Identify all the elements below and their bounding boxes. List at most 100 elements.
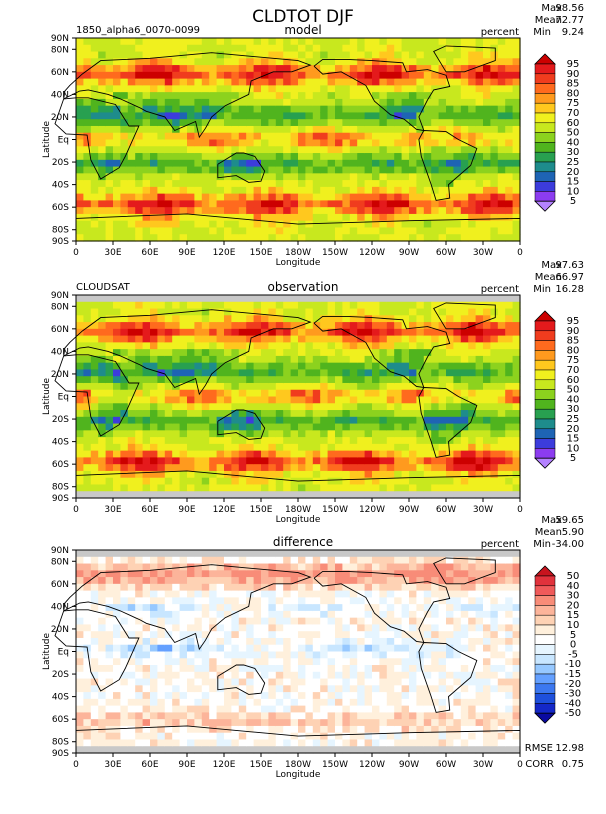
field-cell (194, 166, 203, 174)
field-cell (120, 51, 129, 59)
field-cell (268, 146, 277, 154)
field-cell (98, 153, 107, 161)
field-cell (179, 146, 188, 154)
field-cell (238, 590, 247, 598)
field-cell (401, 139, 410, 147)
field-cell (475, 349, 484, 357)
field-cell (187, 631, 195, 639)
field-cell (283, 335, 292, 343)
field-cell (187, 705, 195, 713)
field-cell (224, 51, 232, 59)
field-cell (298, 389, 306, 398)
field-cell (453, 335, 462, 343)
field-cell (298, 207, 306, 215)
field-cell (349, 220, 358, 229)
field-cell (261, 491, 269, 499)
field-cell (238, 301, 247, 310)
field-cell (142, 227, 151, 235)
field-cell (157, 678, 166, 686)
field-cell (127, 732, 136, 741)
x-axis-label: Longitude (276, 258, 321, 268)
field-cell (105, 470, 114, 479)
field-cell (305, 396, 314, 404)
field-cell (283, 146, 292, 154)
field-cell (261, 213, 269, 222)
colorbar-segment (534, 379, 556, 390)
field-cell (83, 112, 92, 120)
field-cell (394, 44, 403, 53)
field-cell (431, 234, 440, 242)
field-cell (120, 671, 129, 680)
field-cell (468, 112, 477, 120)
field-cell (335, 146, 343, 154)
field-cell (76, 631, 84, 639)
field-cell (76, 355, 84, 364)
field-cell (268, 85, 277, 93)
field-cell (261, 153, 269, 161)
field-cell (475, 396, 484, 404)
field-cell (187, 322, 195, 330)
field-cell (90, 112, 99, 120)
field-cell (298, 423, 306, 431)
field-cell (349, 665, 358, 673)
field-cell (298, 295, 306, 303)
field-cell (497, 200, 506, 208)
field-cell (327, 610, 336, 619)
field-cell (283, 685, 292, 693)
field-cell (164, 739, 173, 747)
field-cell (224, 671, 232, 680)
field-cell (187, 349, 195, 357)
field-cell (364, 173, 373, 181)
field-cell (135, 186, 144, 195)
field-cell (349, 78, 358, 86)
field-cell (194, 685, 203, 693)
field-cell (187, 450, 195, 458)
field-cell (179, 403, 188, 411)
colorbar-label: 25 (567, 157, 580, 168)
field-cell (105, 678, 114, 686)
field-cell (216, 125, 225, 134)
field-cell (357, 369, 366, 377)
field-cell (327, 484, 336, 492)
field-cell (320, 200, 329, 208)
field-cell (386, 186, 395, 195)
field-cell (113, 624, 121, 632)
field-cell (335, 376, 343, 384)
field-cell (238, 410, 247, 418)
field-cell (150, 376, 158, 384)
field-cell (305, 159, 314, 168)
field-cell (164, 125, 173, 134)
field-cell (76, 403, 84, 411)
field-cell (275, 362, 284, 371)
field-cell (423, 92, 432, 100)
field-cell (475, 423, 484, 431)
field-cell (372, 227, 380, 235)
field-cell (216, 166, 225, 174)
field-cell (238, 403, 247, 411)
field-cell (238, 335, 247, 343)
field-cell (157, 335, 166, 343)
field-cell (172, 430, 181, 438)
field-cell (164, 617, 173, 626)
field-cell (172, 220, 181, 229)
field-cell (90, 308, 99, 316)
field-cell (231, 437, 240, 445)
field-cell (290, 58, 299, 66)
field-cell (349, 51, 358, 59)
field-cell (386, 78, 395, 86)
field-cell (409, 464, 417, 472)
field-cell (164, 38, 173, 46)
field-cell (438, 92, 447, 100)
field-cell (305, 71, 314, 80)
field-cell (187, 146, 195, 154)
field-cell (298, 44, 306, 53)
field-cell (416, 322, 425, 330)
field-cell (468, 342, 477, 350)
field-cell (460, 410, 469, 418)
field-cell (335, 617, 343, 626)
field-cell (298, 369, 306, 377)
field-cell (468, 213, 477, 222)
field-cell (372, 166, 380, 174)
field-cell (335, 38, 343, 46)
field-cell (512, 376, 521, 384)
